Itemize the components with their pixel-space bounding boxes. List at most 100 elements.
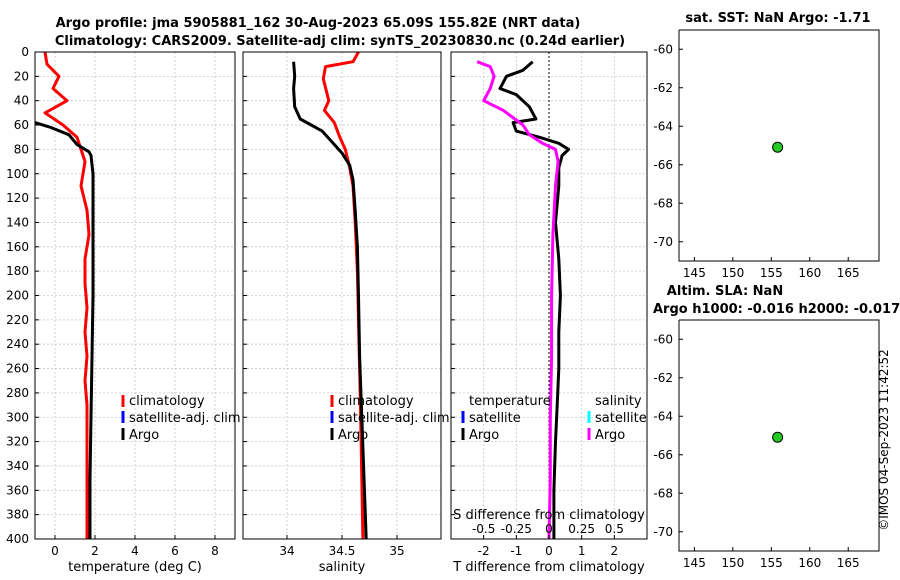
y-tick-label: 260: [6, 362, 29, 376]
difference-ticks: -2 -1 0 1 2 -0.5 -0.25 0 0.25 0.5: [451, 51, 624, 558]
salinity-ticks: 34 34.5 35: [243, 51, 405, 558]
y-tick-label: 360: [6, 483, 29, 497]
sla-map-ticks: -60 -62 -64 -66 -68 -70 145 150 155 160 165: [653, 332, 859, 570]
salinity-xlabel: salinity: [319, 560, 366, 575]
y-tick-label: -60: [653, 42, 673, 56]
sla-map-panel: -60 -62 -64 -66 -68 -70 145 150 155 160 165: [653, 319, 880, 570]
x-tick-label: 0: [545, 544, 553, 558]
legend-satellite-label: satellite-adj. clim: [338, 411, 450, 426]
sst-map-axes-box: [678, 29, 880, 262]
legend-s-satellite-label: satellite: [595, 411, 647, 426]
y-tick-label: -70: [653, 525, 673, 539]
legend-climatology-label: climatology: [338, 394, 414, 409]
y-tick-label: 200: [6, 289, 29, 303]
y-tick-label: -66: [653, 448, 673, 462]
salinity-grid: [243, 51, 441, 540]
float-position-marker: [772, 141, 784, 153]
sst-map-title: sat. SST: NaN Argo: -1.71: [685, 11, 870, 26]
series-line-argo: [292, 61, 368, 540]
y-tick-label: 120: [6, 191, 29, 205]
x-tick-label: 1: [578, 544, 586, 558]
temperature-series: [34, 51, 95, 539]
legend-s-argo-label: Argo: [595, 428, 625, 443]
y-tick-label: 0: [21, 45, 29, 59]
x-tick-label: 155: [760, 556, 783, 570]
y-tick-label: 280: [6, 386, 29, 400]
x-tick-label: 0: [51, 544, 59, 558]
sla-map-title-line2: Argo h1000: -0.016 h2000: -0.017: [653, 302, 900, 317]
figure-title-line1: Argo profile: jma 5905881_162 30-Aug-202…: [56, 16, 581, 31]
timestamp: ©IMOS 04-Sep-2023 11:42:52: [877, 349, 891, 531]
legend-salinity-heading: salinity: [595, 394, 642, 409]
legend-temperature-heading: temperature: [469, 394, 551, 409]
y-tick-label: 140: [6, 215, 29, 229]
x-tick-label: 8: [211, 544, 219, 558]
x-tick-label: 160: [798, 266, 821, 280]
legend-argo-label: Argo: [129, 428, 159, 443]
sla-map-points: [772, 431, 784, 443]
figure-title-line2: Climatology: CARS2009. Satellite-adj cli…: [55, 34, 625, 49]
x-tick-label: -2: [478, 544, 490, 558]
x-tick-label: 145: [683, 556, 706, 570]
difference-panel: -2 -1 0 1 2 -0.5 -0.25 0 0.25 0.5 T difference fr…: [450, 51, 648, 575]
sla-map-axes-box: [678, 319, 880, 552]
y-tick-label: 60: [14, 118, 29, 132]
series-line-t-argo-diff: [498, 60, 571, 539]
x-tick-label: 165: [837, 556, 860, 570]
sla-map-title-line1: Altim. SLA: NaN: [667, 284, 783, 299]
x-tick-label: 150: [721, 556, 744, 570]
legend-satellite-label: satellite-adj. clim: [129, 411, 241, 426]
difference-series: [476, 60, 571, 540]
salinity-panel: 34 34.5 35 salinity climatology satellite-…: [242, 51, 450, 575]
y-tick-label: 100: [6, 167, 29, 181]
x-tick-label: -1: [510, 544, 522, 558]
salinity-legend: climatology satellite-adj. clim Argo: [330, 394, 450, 443]
y-tick-label: 220: [6, 313, 29, 327]
y-tick-label: 340: [6, 459, 29, 473]
x-tick-label: 35: [389, 544, 404, 558]
y-tick-label: -64: [653, 119, 673, 133]
series-line-s-argo-diff: [476, 60, 560, 540]
float-position-marker: [772, 431, 784, 443]
x-tick-label: 34: [279, 544, 294, 558]
salinity-series: [292, 51, 368, 540]
y-tick-label: -66: [653, 158, 673, 172]
y-tick-label: 20: [14, 69, 29, 83]
y-tick-label: -70: [653, 235, 673, 249]
sst-map-ticks: -60 -62 -64 -66 -68 -70 145 150 155 160 165: [653, 42, 859, 280]
x-tick-label: 6: [171, 544, 179, 558]
y-tick-label: -64: [653, 409, 673, 423]
difference-xlabel-temperature: T difference from climatology: [452, 560, 645, 575]
temperature-grid: [35, 51, 235, 540]
y-tick-label: 80: [14, 142, 29, 156]
y-tick-label: -60: [653, 332, 673, 346]
x-tick-label: 150: [721, 266, 744, 280]
y-tick-label: 40: [14, 94, 29, 108]
temperature-panel: 0204060801001201401601802002202402602803…: [6, 45, 241, 575]
y-tick-label: 160: [6, 240, 29, 254]
y-tick-label: 300: [6, 410, 29, 424]
series-line-climatology: [43, 51, 91, 539]
y-tick-label: 320: [6, 435, 29, 449]
temperature-legend: climatology satellite-adj. clim Argo: [121, 394, 241, 443]
x-tick-label: 2: [91, 544, 99, 558]
difference-legend: temperature satellite Argo salinity sate…: [461, 394, 647, 443]
x2-tick-label: 0: [545, 522, 553, 536]
x2-tick-label: -0.5: [472, 522, 495, 536]
series-line-argo: [34, 121, 95, 539]
y-tick-label: 400: [6, 532, 29, 546]
x-tick-label: 160: [798, 556, 821, 570]
y-tick-label: -62: [653, 371, 673, 385]
legend-argo-label: Argo: [338, 428, 368, 443]
y-tick-label: -68: [653, 486, 673, 500]
y-tick-label: 180: [6, 264, 29, 278]
x2-tick-label: 0.5: [605, 522, 624, 536]
y-tick-label: 240: [6, 337, 29, 351]
x2-tick-label: 0.25: [568, 522, 595, 536]
legend-climatology-label: climatology: [129, 394, 205, 409]
x-tick-label: 155: [760, 266, 783, 280]
x2-tick-label: -0.25: [501, 522, 532, 536]
sst-map-points: [772, 141, 784, 153]
difference-xlabel-salinity: S difference from climatology: [453, 508, 645, 523]
